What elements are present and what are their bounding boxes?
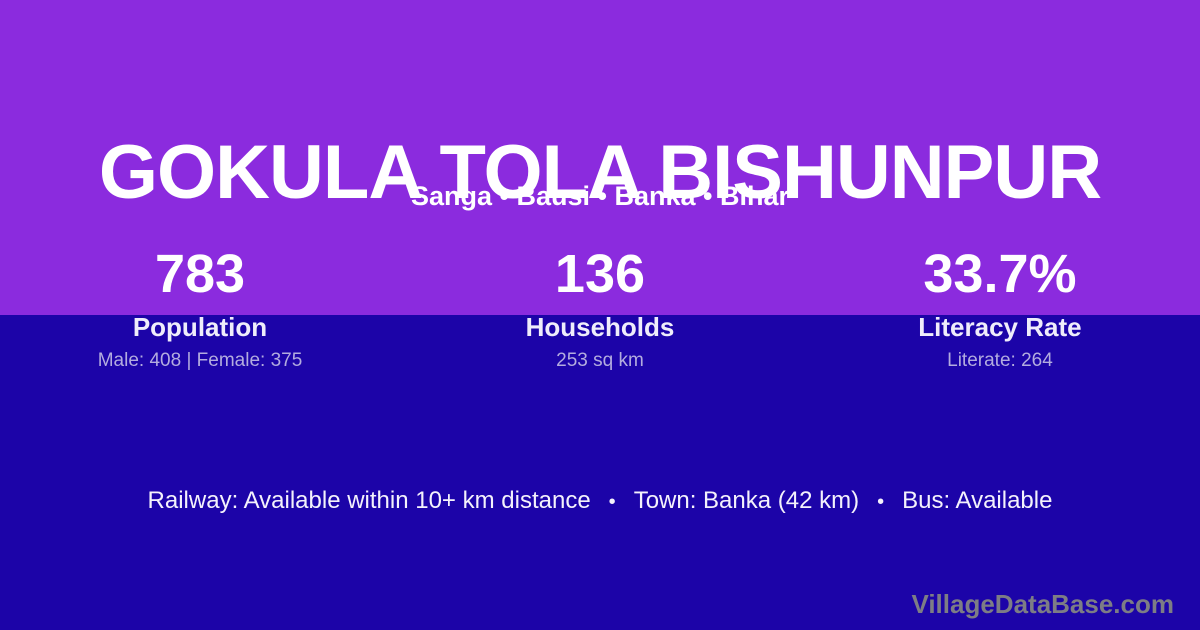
amenities-info-line: Railway: Available within 10+ km distanc… [0, 487, 1200, 516]
bullet-separator: • [877, 491, 885, 513]
breadcrumb: Sanga • Bausi • Banka • Bihar [411, 181, 789, 211]
stat-detail-area: 253 sq km [556, 350, 644, 371]
stat-details-row: Male: 408 | Female: 375 253 sq km Litera… [0, 349, 1200, 373]
stat-label-population: Population [132, 312, 268, 342]
bus-info: Bus: Available [902, 487, 1053, 514]
stat-values-row: 783 136 33.7% [0, 246, 1200, 302]
stat-value-households: 136 [554, 244, 646, 304]
town-info: Town: Banka (42 km) [633, 487, 860, 514]
stat-detail-literate: Literate: 264 [947, 350, 1053, 371]
railway-info: Railway: Available within 10+ km distanc… [147, 487, 591, 514]
stat-detail-gender-split: Male: 408 | Female: 375 [97, 350, 303, 371]
watermark-brand: VillageDataBase.com [911, 589, 1174, 619]
stat-labels-row: Population Households Literacy Rate [0, 312, 1200, 342]
stat-label-literacy-rate: Literacy Rate [918, 312, 1082, 342]
bullet-separator: • [608, 491, 616, 513]
stat-label-households: Households [525, 312, 675, 342]
stat-value-literacy-rate: 33.7% [923, 244, 1077, 304]
page-title: GOKULA TOLA BISHUNPUR [98, 129, 1102, 215]
stat-value-population: 783 [154, 244, 246, 304]
